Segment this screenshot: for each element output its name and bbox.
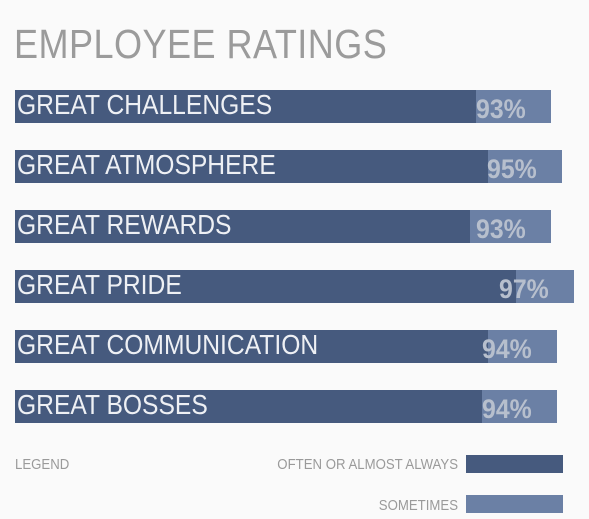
bar-sometimes	[476, 90, 551, 123]
bar-often	[15, 210, 470, 243]
bar-sometimes	[482, 390, 557, 423]
bar-total-label: 93%	[476, 94, 526, 124]
bar-category-label: GREAT COMMUNICATION	[17, 329, 319, 360]
bar-total-label: 94%	[482, 334, 532, 364]
bar-row: GREAT ATMOSPHERE 95%	[15, 149, 562, 184]
bar-row: GREAT PRIDE 97%	[15, 269, 574, 304]
bar-sometimes	[516, 270, 574, 303]
bar-total-label: 97%	[499, 274, 549, 304]
bar-row: GREAT REWARDS 93%	[15, 209, 551, 244]
bar-total-label: 94%	[482, 394, 532, 424]
bar-row: GREAT CHALLENGES 93%	[15, 89, 551, 124]
bar-often	[15, 330, 488, 363]
legend-swatch-sometimes	[466, 495, 563, 513]
bar-row: GREAT BOSSES 94%	[15, 389, 557, 424]
legend-title: LEGEND	[15, 456, 70, 473]
bar-often	[15, 150, 488, 183]
bar-total-label: 93%	[476, 214, 526, 244]
bar-category-label: GREAT ATMOSPHERE	[17, 149, 276, 180]
legend-swatch-often	[466, 455, 563, 473]
bar-sometimes	[470, 210, 551, 243]
bar-often	[15, 270, 516, 303]
bar-category-label: GREAT REWARDS	[17, 209, 232, 240]
bar-category-label: GREAT BOSSES	[17, 389, 208, 420]
legend-label-often: OFTEN OR ALMOST ALWAYS	[277, 456, 458, 473]
bar-sometimes	[488, 150, 562, 183]
bar-sometimes	[488, 330, 557, 363]
bar-total-label: 95%	[487, 154, 537, 184]
bar-row: GREAT COMMUNICATION 94%	[15, 329, 557, 364]
bar-often	[15, 390, 482, 423]
bar-category-label: GREAT PRIDE	[17, 269, 182, 300]
legend-label-sometimes: SOMETIMES	[378, 497, 458, 514]
bar-category-label: GREAT CHALLENGES	[17, 89, 273, 120]
chart-title: EMPLOYEE RATINGS	[14, 21, 388, 67]
bar-often	[15, 90, 476, 123]
